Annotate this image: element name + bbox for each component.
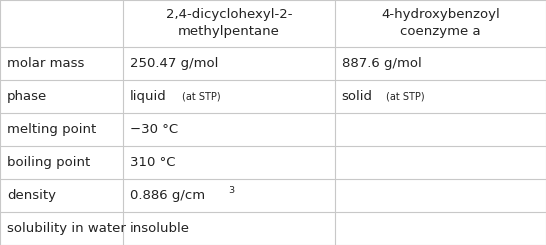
Text: (at STP): (at STP) [386, 91, 425, 101]
Text: −30 °C: −30 °C [130, 123, 178, 136]
Text: liquid: liquid [130, 90, 167, 103]
Text: 0.886 g/cm: 0.886 g/cm [130, 189, 205, 202]
Text: melting point: melting point [7, 123, 96, 136]
Text: (at STP): (at STP) [182, 91, 221, 101]
Text: 4-hydroxybenzoyl
coenzyme a: 4-hydroxybenzoyl coenzyme a [381, 8, 500, 38]
Text: 2,4-dicyclohexyl-2-
methylpentane: 2,4-dicyclohexyl-2- methylpentane [165, 8, 292, 38]
Text: 250.47 g/mol: 250.47 g/mol [130, 57, 218, 70]
Text: 887.6 g/mol: 887.6 g/mol [342, 57, 422, 70]
Text: 3: 3 [228, 186, 234, 195]
Text: boiling point: boiling point [7, 156, 90, 169]
Text: 310 °C: 310 °C [130, 156, 175, 169]
Text: insoluble: insoluble [130, 222, 190, 235]
Text: solubility in water: solubility in water [7, 222, 126, 235]
Text: molar mass: molar mass [7, 57, 85, 70]
Text: density: density [7, 189, 56, 202]
Text: solid: solid [342, 90, 373, 103]
Text: phase: phase [7, 90, 48, 103]
